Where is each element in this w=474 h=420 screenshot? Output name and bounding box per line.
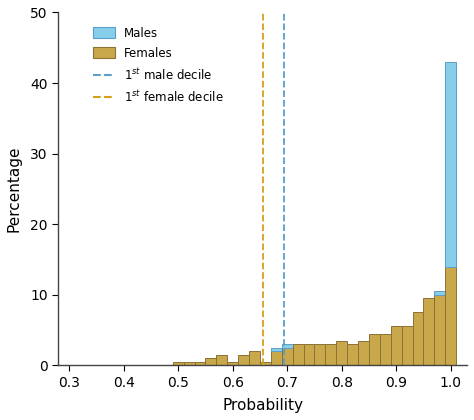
Bar — [227, 362, 238, 365]
Bar — [412, 312, 423, 365]
Bar — [282, 344, 292, 348]
Bar — [380, 333, 391, 365]
Bar — [391, 326, 401, 365]
Bar — [401, 326, 412, 365]
Y-axis label: Percentage: Percentage — [7, 146, 22, 232]
Bar — [303, 344, 314, 365]
Bar — [173, 362, 183, 365]
Bar — [271, 351, 282, 365]
Bar — [314, 344, 325, 365]
Bar — [238, 355, 249, 365]
X-axis label: Probability: Probability — [222, 398, 303, 413]
Bar — [434, 291, 445, 295]
Bar — [445, 267, 456, 365]
Bar — [369, 333, 380, 365]
Bar — [194, 362, 205, 365]
Bar — [434, 295, 445, 365]
Bar — [216, 355, 227, 365]
Bar — [347, 344, 358, 365]
Bar — [445, 62, 456, 267]
Bar — [205, 358, 216, 365]
Bar — [336, 341, 347, 365]
Bar — [282, 348, 292, 365]
Bar — [183, 362, 194, 365]
Bar — [423, 298, 434, 365]
Bar — [325, 344, 336, 365]
Bar — [358, 341, 369, 365]
Bar — [260, 362, 271, 365]
Bar — [249, 351, 260, 365]
Bar — [271, 348, 282, 351]
Legend: Males, Females, 1$^{st}$ male decile, 1$^{st}$ female decile: Males, Females, 1$^{st}$ male decile, 1$… — [89, 22, 228, 110]
Bar — [292, 344, 303, 365]
